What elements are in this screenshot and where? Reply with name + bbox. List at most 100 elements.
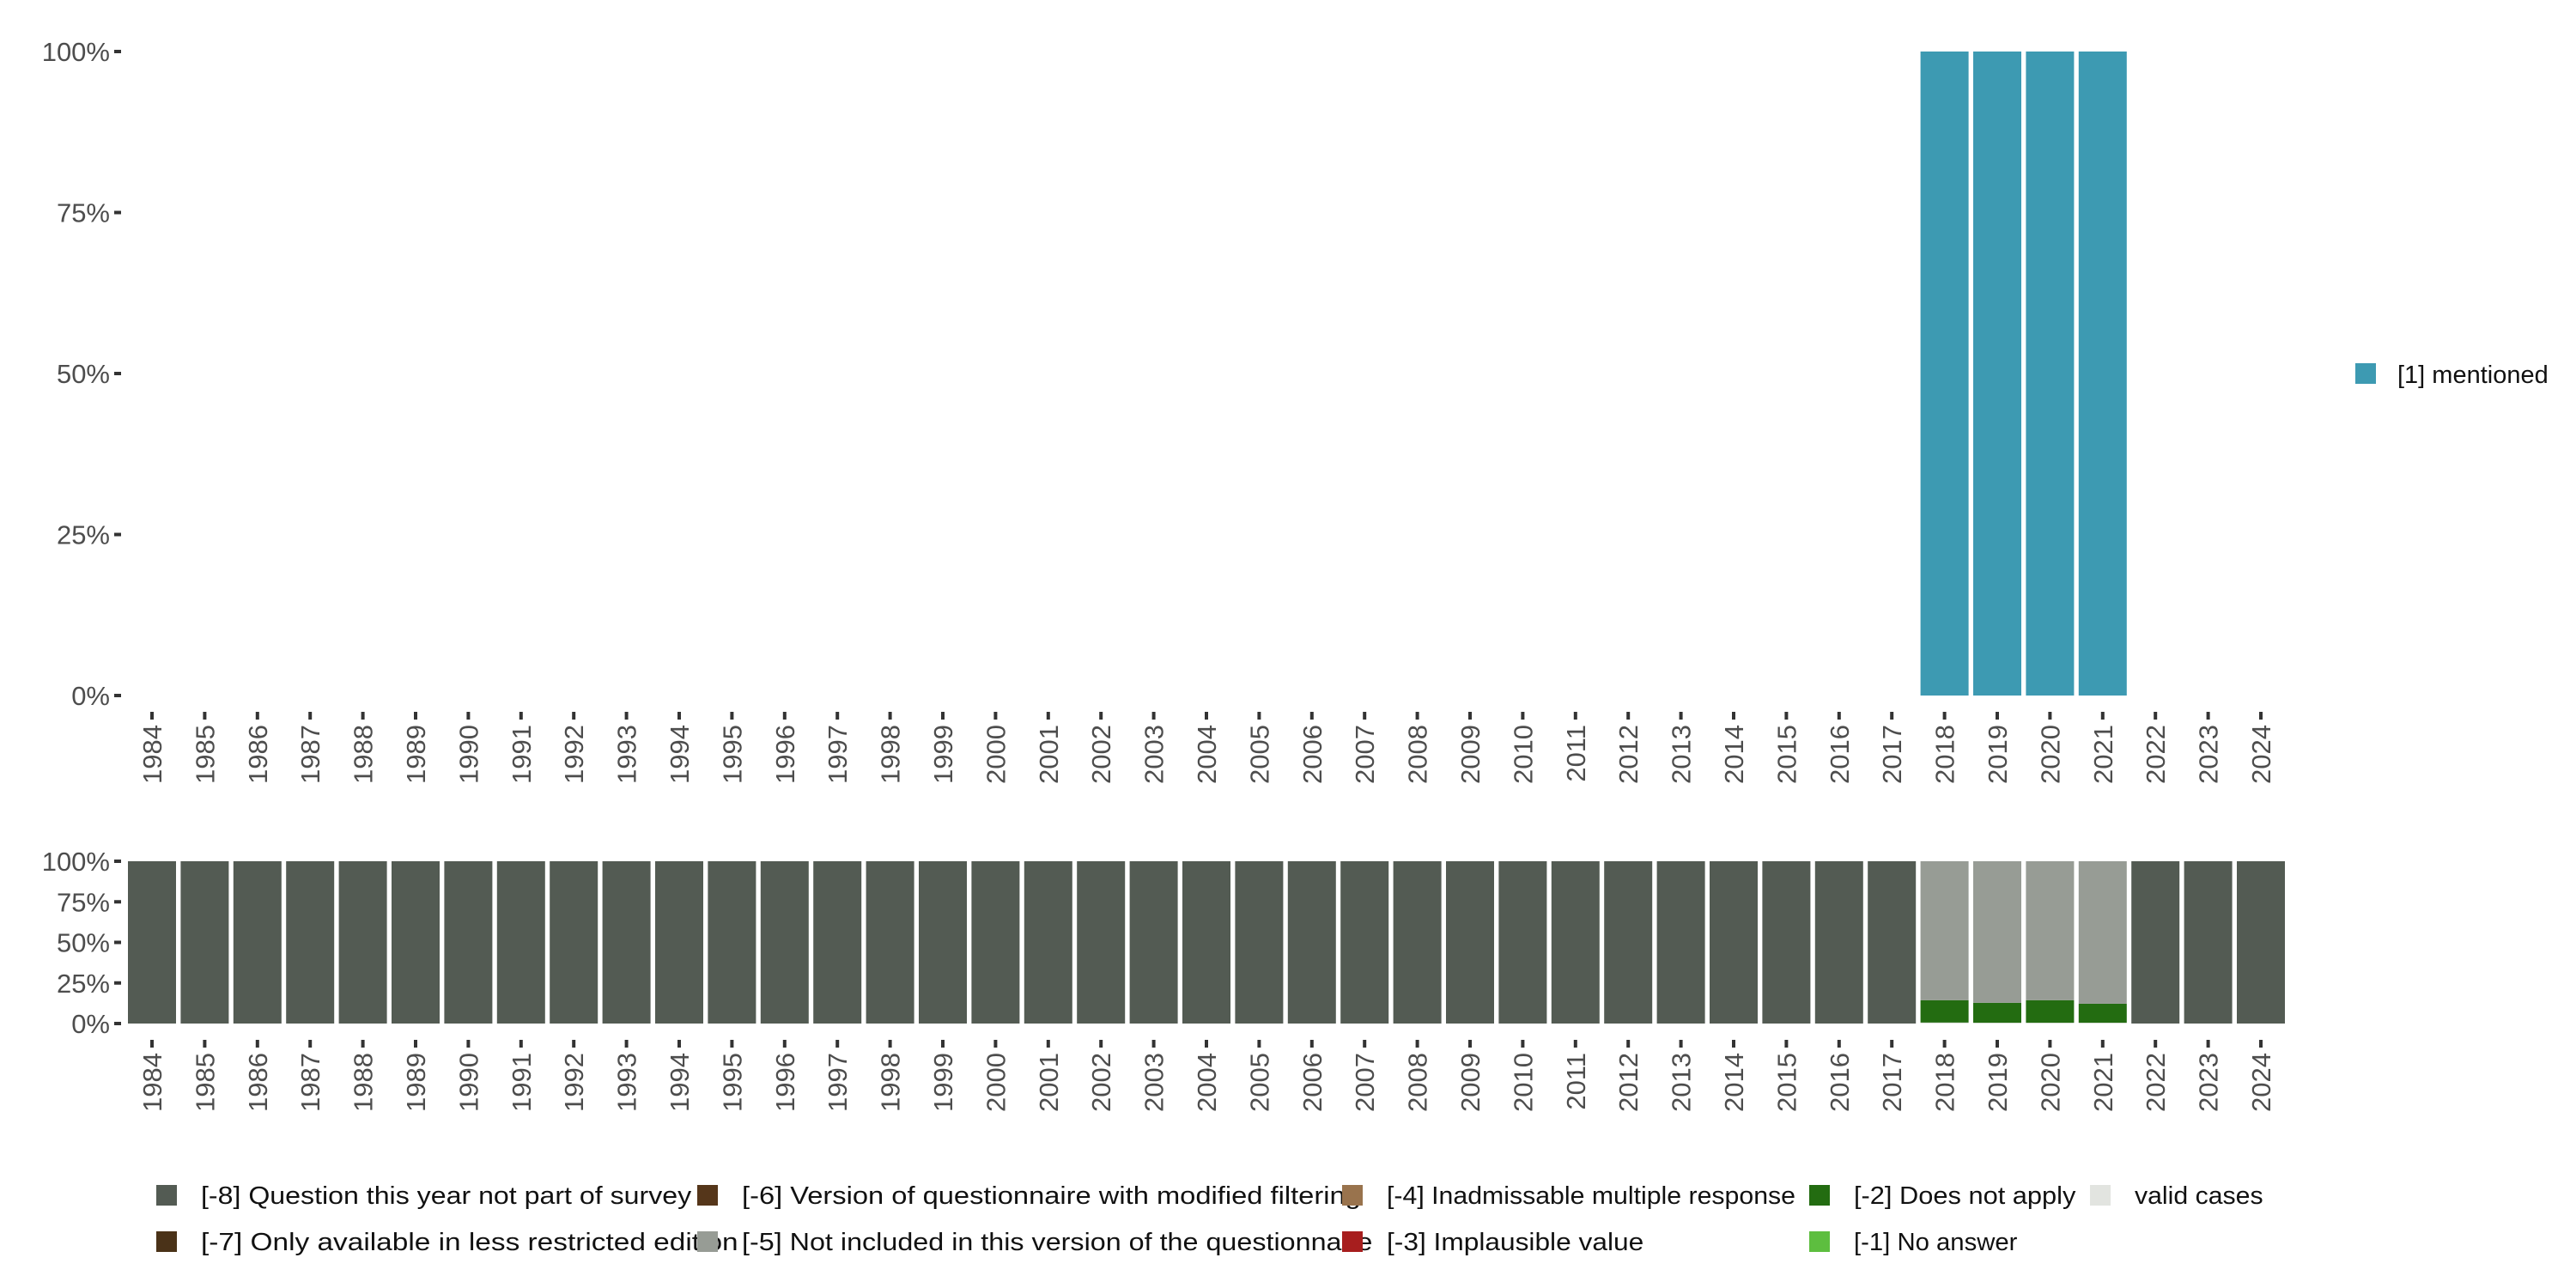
x-tick-label: 1989 — [401, 725, 431, 784]
x-tick-label: 2011 — [1561, 1053, 1591, 1110]
bar-2007 — [1340, 861, 1389, 1024]
bar-1998 — [866, 861, 914, 1024]
x-tick-label: 1992 — [559, 1053, 589, 1112]
y-tick-label: 0% — [71, 1009, 110, 1039]
x-tick-label: 2002 — [1086, 1053, 1116, 1112]
legend-swatch — [1809, 1185, 1830, 1206]
x-tick-label: 2018 — [1930, 1053, 1960, 1112]
bar-1984 — [128, 861, 176, 1024]
bar-2004 — [1182, 861, 1230, 1024]
bar-2019 — [1973, 861, 2021, 1003]
x-tick-label: 2014 — [1719, 725, 1749, 784]
bar-2013 — [1656, 861, 1705, 1024]
x-tick-label: 2017 — [1877, 725, 1907, 784]
legend-swatch — [156, 1185, 177, 1206]
x-tick-label: 1989 — [401, 1053, 431, 1112]
legend-label: [-6] Version of questionnaire with modif… — [742, 1182, 1361, 1210]
top-panel: 0% 25% 50% 75% 100% 1984 1985 1986 1987 1988 1989 1… — [42, 37, 2276, 784]
x-tick-label: 2023 — [2194, 725, 2224, 784]
x-tick-label: 2000 — [981, 1053, 1011, 1112]
x-tick-label: 2020 — [2035, 725, 2065, 784]
bar-2020 — [2026, 1023, 2075, 1024]
bar-2019 — [1973, 52, 2021, 696]
x-tick-label: 1996 — [770, 1053, 800, 1112]
x-tick-label: 2007 — [1350, 1053, 1380, 1112]
bar-2021 — [2078, 861, 2127, 1004]
bar-2019 — [1973, 1023, 2021, 1024]
x-tick-label: 2018 — [1930, 725, 1960, 784]
x-tick-label: 2022 — [2141, 725, 2171, 784]
bar-2000 — [971, 861, 1020, 1024]
x-tick-label: 2021 — [2088, 725, 2118, 784]
bar-2009 — [1446, 861, 1494, 1024]
bar-1994 — [655, 861, 703, 1024]
x-tick-label: 2024 — [2246, 1053, 2276, 1112]
legend-label: [-5] Not included in this version of the… — [742, 1229, 1372, 1256]
bar-1993 — [602, 861, 651, 1024]
x-tick-label: 1993 — [612, 1053, 642, 1112]
x-tick-label: 1996 — [770, 725, 800, 784]
x-tick-label: 2006 — [1297, 1053, 1327, 1112]
bar-2024 — [2237, 861, 2285, 1024]
legend-label: [-4] Inadmissable multiple response — [1387, 1182, 1795, 1210]
bar-2006 — [1287, 861, 1336, 1024]
x-tick-label: 2000 — [981, 725, 1011, 784]
x-tick-label: 1998 — [876, 1053, 906, 1112]
x-tick-label: 1986 — [243, 1053, 273, 1112]
bar-2020 — [2026, 861, 2075, 1000]
legend-swatch — [697, 1231, 718, 1252]
x-tick-label: 2010 — [1508, 725, 1538, 784]
bar-1989 — [392, 861, 440, 1024]
bar-2015 — [1762, 861, 1811, 1024]
legend-label: valid cases — [2135, 1182, 2263, 1210]
bar-1991 — [496, 861, 545, 1024]
x-tick-label: 2007 — [1350, 725, 1380, 784]
bar-2021 — [2078, 1023, 2127, 1024]
x-tick-label: 1991 — [507, 1053, 537, 1112]
legend-label: [-1] No answer — [1854, 1229, 2018, 1256]
legend-swatch — [697, 1185, 718, 1206]
x-tick-label: 2005 — [1244, 725, 1274, 784]
y-tick-label: 100% — [42, 37, 110, 67]
bar-1985 — [180, 861, 229, 1024]
legend-swatch — [1809, 1231, 1830, 1252]
bottom-panel: 0% 25% 50% 75% 100% 1984 1985 1986 1987 1988 1989 1… — [42, 847, 2285, 1112]
bar-2020 — [2026, 999, 2075, 1024]
legend-label: [-7] Only available in less restricted e… — [201, 1229, 738, 1256]
x-tick-label: 2004 — [1192, 1053, 1222, 1112]
bar-2022 — [2131, 861, 2180, 1024]
x-tick-label: 2022 — [2141, 1053, 2171, 1112]
x-tick-label: 1988 — [349, 725, 379, 784]
bar-2018 — [1920, 1022, 1969, 1024]
x-tick-label: 1993 — [612, 725, 642, 784]
legend-swatch — [156, 1231, 177, 1252]
x-tick-label: 1986 — [243, 725, 273, 784]
x-tick-label: 2001 — [1034, 725, 1064, 784]
legend-swatch — [2355, 363, 2376, 384]
x-tick-label: 2011 — [1561, 725, 1591, 782]
bar-2002 — [1077, 861, 1126, 1024]
x-tick-label: 2016 — [1825, 725, 1855, 784]
x-tick-label: 2021 — [2088, 1053, 2118, 1112]
y-tick-label: 100% — [42, 847, 110, 877]
y-tick-label: 25% — [57, 520, 110, 550]
legend-label: [1] mentioned — [2397, 361, 2549, 389]
bar-1986 — [233, 861, 282, 1024]
x-tick-label: 1990 — [453, 725, 483, 784]
x-tick-label: 1997 — [823, 725, 853, 784]
x-tick-label: 1985 — [190, 725, 220, 784]
x-tick-label: 1990 — [453, 1053, 483, 1112]
legend-swatch — [1342, 1231, 1363, 1252]
x-tick-label: 2003 — [1139, 725, 1170, 784]
x-tick-label: 2008 — [1403, 1053, 1433, 1112]
y-tick-label: 75% — [57, 887, 110, 917]
y-tick-label: 75% — [57, 198, 110, 228]
x-tick-label: 1995 — [717, 1053, 747, 1112]
legend-label: [-8] Question this year not part of surv… — [201, 1182, 692, 1210]
x-tick-label: 2012 — [1613, 725, 1643, 784]
x-tick-label: 2009 — [1455, 1053, 1485, 1112]
x-tick-label: 1998 — [876, 725, 906, 784]
bar-1990 — [444, 861, 493, 1024]
x-tick-label: 1997 — [823, 1053, 853, 1112]
